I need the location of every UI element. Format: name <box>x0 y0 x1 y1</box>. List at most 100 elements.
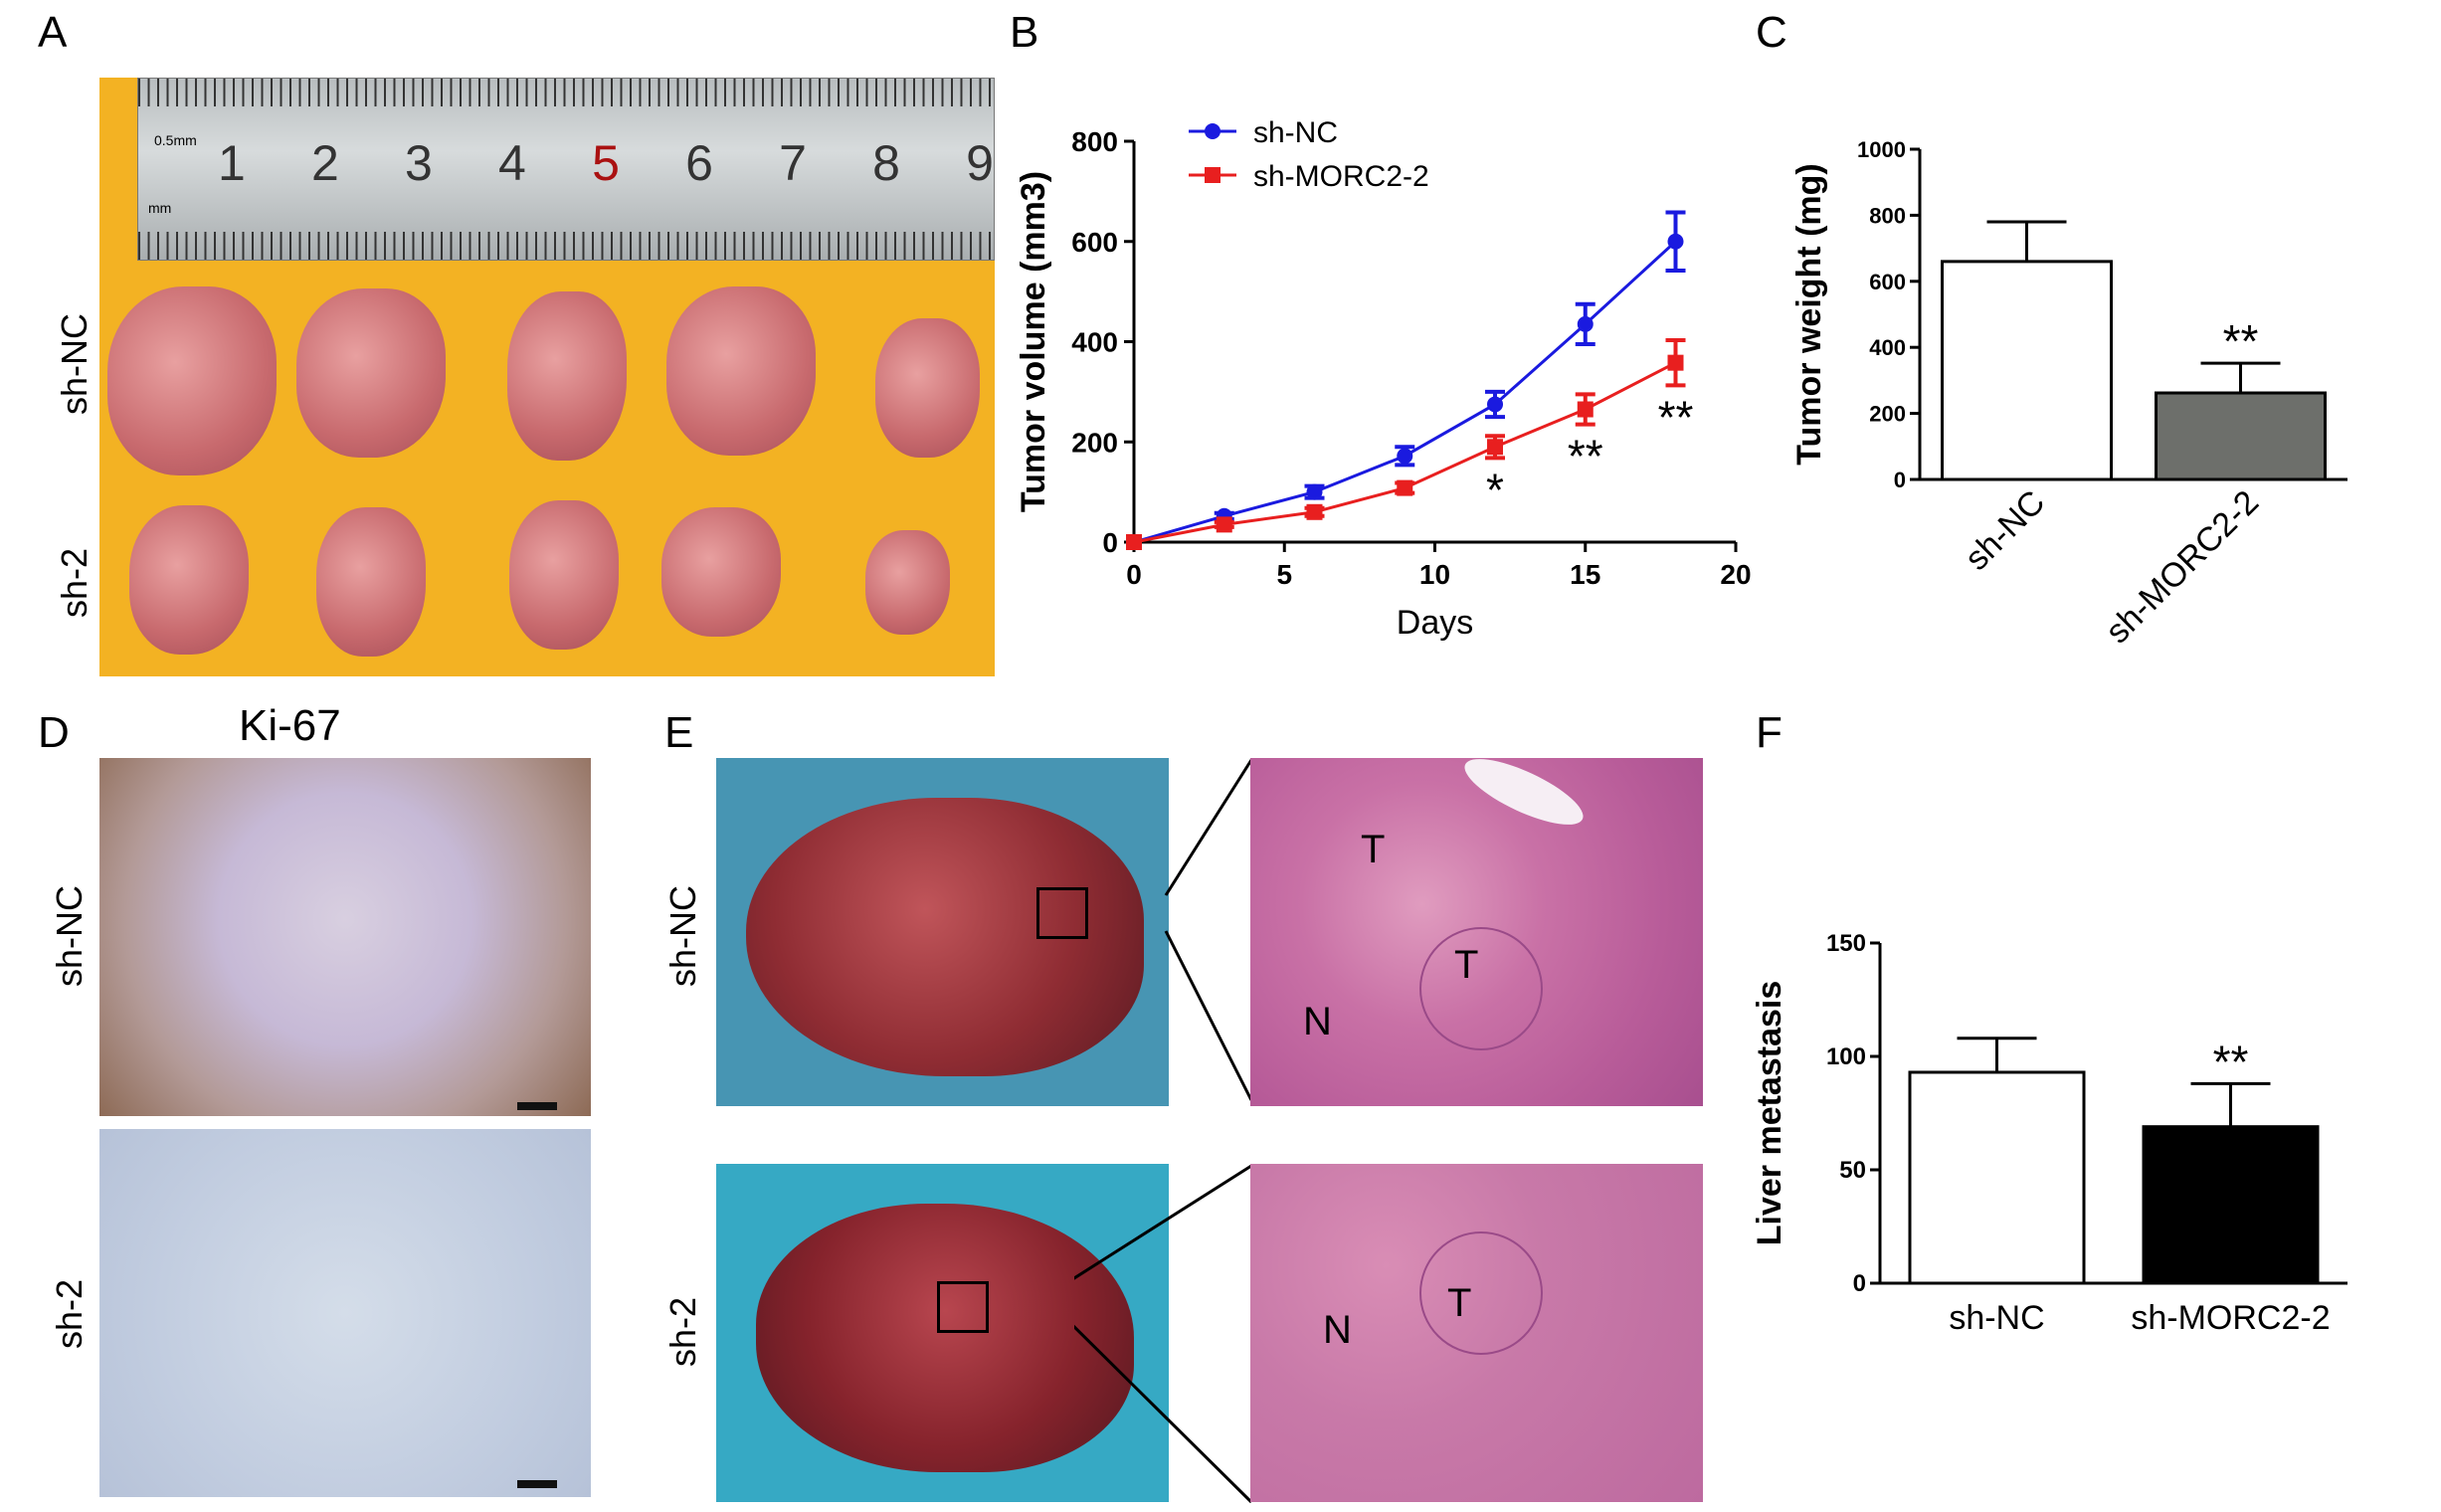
panel-letter-d: D <box>38 708 70 757</box>
data-point <box>1667 354 1684 371</box>
ruler-ticks-bottom <box>138 232 994 260</box>
chart-f: 0 50 100 150 Liver metastasis sh-NC sh-MORC2-2… <box>1751 930 2347 1337</box>
metastasis-focus <box>1419 927 1543 1050</box>
y-axis-label: Liver metastasis <box>1751 981 1788 1246</box>
tumor <box>666 286 816 456</box>
ruler-ticks-top <box>138 79 994 106</box>
tumor <box>296 288 446 458</box>
x-tick-label: sh-NC <box>1949 1299 2044 1337</box>
y-axis-label: Tumor volume (mm3) <box>1015 171 1052 512</box>
scale-bar <box>517 1102 557 1110</box>
he-image-shnc <box>1250 746 1703 1106</box>
panel-a-label-shnc: sh-NC <box>54 313 94 416</box>
tumor <box>865 530 950 635</box>
y-tick-label: 0 <box>1853 1270 1866 1297</box>
marker-t: T <box>1454 943 1479 987</box>
tumor <box>316 507 426 657</box>
y-tick-label: 100 <box>1826 1043 1866 1070</box>
ihc-image-sh2 <box>99 1129 591 1497</box>
data-point <box>1216 516 1232 533</box>
legend-label: sh-NC <box>1253 116 1338 149</box>
data-point <box>1667 233 1684 250</box>
tumor <box>875 318 980 458</box>
panel-letter-f: F <box>1756 708 1783 757</box>
ki67-title: Ki-67 <box>239 701 341 750</box>
ruler-number: 7 <box>779 135 807 191</box>
x-axis-label: Days <box>1397 604 1473 642</box>
significance-mark: ** <box>1568 431 1603 482</box>
y-tick-label: 0 <box>1102 527 1118 558</box>
data-point <box>1306 483 1323 500</box>
y-tick-label: 200 <box>1071 427 1118 458</box>
ruler-number: 5 <box>592 135 620 191</box>
y-tick-label: 50 <box>1839 1157 1866 1184</box>
chart-b: 0 200 400 600 800 0 5 10 15 20 Days Tumor volume (m… <box>1015 116 1752 642</box>
ruler-number: 2 <box>311 135 339 191</box>
bar <box>2155 391 2327 481</box>
ruler-number: 3 <box>405 135 433 191</box>
panel-letter-a: A <box>38 8 68 57</box>
metastasis-focus <box>1419 1231 1543 1355</box>
ruler-numbers: 1 2 3 4 5 6 7 8 9 <box>218 134 994 194</box>
panel-d-label-shnc: sh-NC <box>49 885 90 988</box>
y-tick-label: 0 <box>1894 468 1906 492</box>
zoom-box <box>937 1281 989 1333</box>
panel-e-label-sh2: sh-2 <box>662 1296 703 1368</box>
marker-t: T <box>1361 828 1386 871</box>
x-tick-label: 5 <box>1276 559 1292 590</box>
tumor-photo: 0.5mm mm 1 2 3 4 5 6 7 8 9 <box>99 78 995 676</box>
y-tick-label: 400 <box>1869 335 1906 360</box>
panel-a-label-sh2: sh-2 <box>54 547 94 619</box>
y-tick-label: 200 <box>1869 402 1906 427</box>
bar <box>1941 260 2113 481</box>
liver <box>756 1204 1134 1472</box>
zoom-box <box>1036 887 1088 939</box>
vessel <box>1456 746 1592 838</box>
x-tick-label: 15 <box>1570 559 1600 590</box>
bar <box>1908 1070 2086 1285</box>
tumor <box>107 286 277 475</box>
x-tick-label: 20 <box>1720 559 1751 590</box>
y-tick-label: 800 <box>1869 203 1906 228</box>
he-image-sh2 <box>1250 1164 1703 1502</box>
y-tick-label: 600 <box>1071 227 1118 258</box>
series-line-0 <box>1133 240 1677 544</box>
y-tick-label: 150 <box>1826 930 1866 957</box>
x-tick-label: 10 <box>1419 559 1450 590</box>
tumor <box>509 500 619 650</box>
scale-bar <box>517 1480 557 1488</box>
panel-d-label-sh2: sh-2 <box>49 1278 90 1350</box>
marker-n: N <box>1303 1000 1332 1043</box>
ruler-number: 8 <box>872 135 900 191</box>
x-tick-label: sh-NC <box>1958 483 2052 578</box>
y-tick-label: 1000 <box>1857 137 1906 162</box>
ruler-number: 9 <box>966 135 994 191</box>
ihc-image-shnc <box>99 758 591 1116</box>
ruler: 0.5mm mm 1 2 3 4 5 6 7 8 9 <box>137 78 995 261</box>
tumor <box>507 291 627 461</box>
chart-c: 0 200 400 600 800 1000 Tumor weight (mg) sh-NC s… <box>1790 137 2347 651</box>
data-point <box>1577 315 1594 332</box>
ruler-number: 4 <box>498 135 526 191</box>
legend-label: sh-MORC2-2 <box>1253 160 1429 193</box>
y-tick-label: 800 <box>1071 126 1118 157</box>
data-point <box>1397 479 1413 496</box>
data-point <box>1577 401 1594 418</box>
ruler-label-mm: mm <box>148 200 172 216</box>
data-point <box>1397 448 1413 465</box>
ruler-label-halfmm: 0.5mm <box>154 132 197 148</box>
y-tick-label: 600 <box>1869 270 1906 294</box>
marker-n: N <box>1323 1308 1352 1352</box>
zoom-lines <box>1074 759 1253 1504</box>
bar <box>2142 1125 2320 1285</box>
ruler-number: 6 <box>685 135 713 191</box>
marker-t: T <box>1447 1281 1472 1325</box>
liver-photo-sh2 <box>716 1164 1169 1502</box>
significance-mark: ** <box>1658 391 1694 443</box>
data-point <box>1487 439 1503 456</box>
panel-letter-c: C <box>1756 8 1787 57</box>
data-point <box>1306 503 1323 520</box>
legend-marker <box>1205 167 1220 183</box>
significance-mark: ** <box>2213 1036 2249 1087</box>
ruler-number: 1 <box>218 135 246 191</box>
